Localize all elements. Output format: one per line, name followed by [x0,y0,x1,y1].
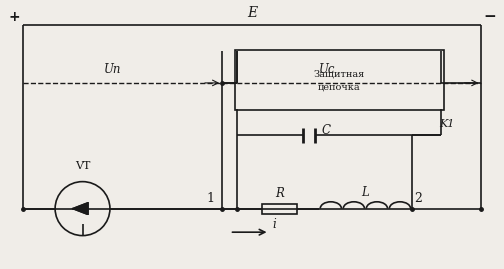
Text: +: + [9,10,20,24]
Text: R: R [275,187,284,200]
Bar [262,204,297,214]
Text: C: C [322,123,331,137]
Text: i: i [272,218,276,231]
Text: Uп: Uп [104,63,121,76]
Text: 2: 2 [414,192,422,205]
Text: −: − [484,9,496,24]
Text: VT: VT [75,161,90,171]
Text: L: L [361,186,369,199]
Text: Uс: Uс [319,63,335,76]
Text: E: E [247,6,257,20]
FancyBboxPatch shape [234,50,444,110]
Polygon shape [73,203,88,214]
Text: K1: K1 [439,119,454,129]
Text: Защитная
цепочка: Защитная цепочка [313,70,365,91]
Text: 1: 1 [207,192,215,205]
